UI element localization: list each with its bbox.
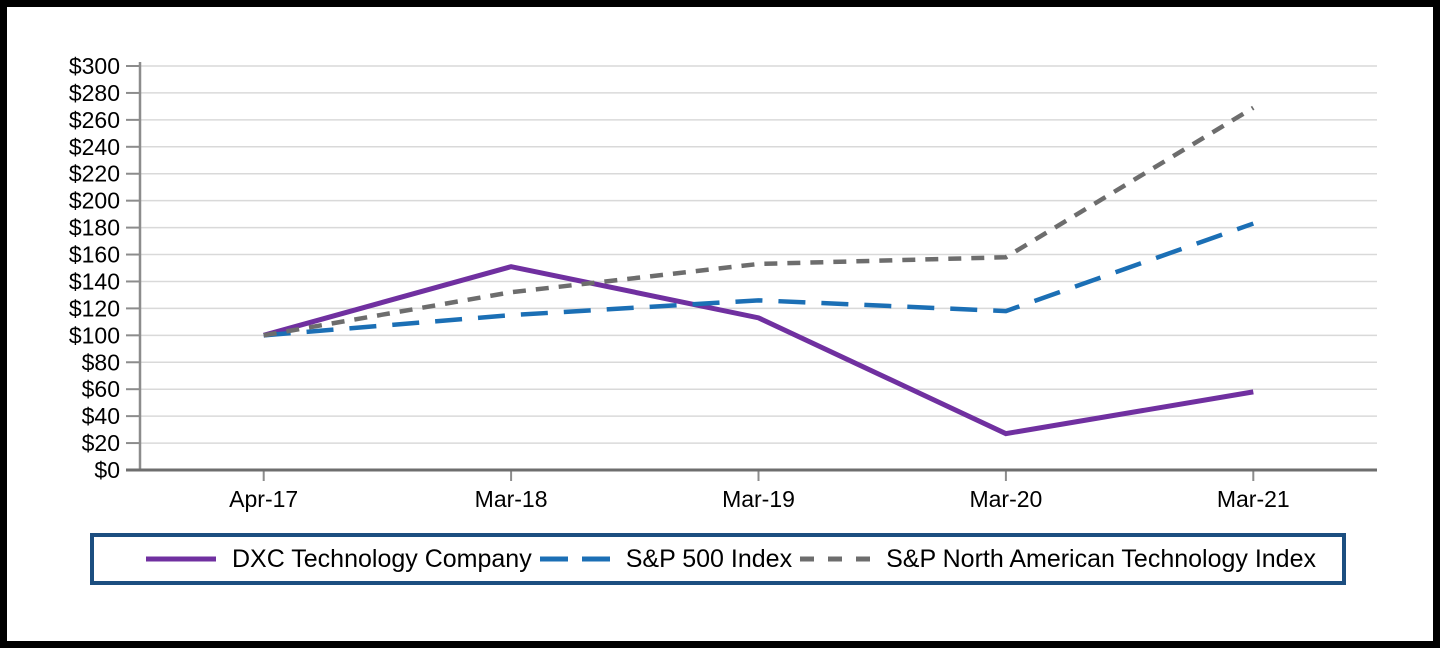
sp500-dashed-swatch-icon — [539, 556, 610, 562]
x-tick-label: Mar-21 — [1217, 486, 1290, 512]
y-tick-label: $260 — [69, 107, 120, 133]
dxc-line-swatch-icon — [146, 556, 216, 562]
sptech-dashed-swatch-icon — [800, 556, 871, 562]
series-line — [263, 264, 1254, 437]
legend-label-sptech: S&P North American Technology Index — [886, 544, 1316, 573]
y-tick-label: $20 — [82, 430, 120, 456]
y-tick-label: $180 — [69, 215, 120, 241]
legend-entry-sptech: S&P North American Technology Index — [800, 545, 1316, 574]
y-tick-label: $280 — [69, 80, 120, 106]
legend-label-sp500: S&P 500 Index — [625, 544, 793, 573]
x-tick-label: Mar-19 — [722, 486, 795, 512]
y-tick-label: $200 — [69, 188, 120, 214]
x-tick-label: Mar-18 — [475, 486, 548, 512]
y-tick-label: $0 — [94, 457, 120, 483]
y-tick-label: $40 — [82, 403, 120, 429]
y-tick-label: $140 — [69, 268, 120, 294]
y-tick-label: $240 — [69, 134, 120, 160]
plot-area: $0$20$40$60$80$100$120$140$160$180$200$2… — [69, 53, 1377, 512]
legend-entry-dxc: DXC Technology Company — [146, 545, 532, 574]
legend-entry-sp500: S&P 500 Index — [539, 544, 793, 574]
legend-label-dxc: DXC Technology Company — [232, 544, 532, 573]
x-tick-label: Mar-20 — [969, 486, 1042, 512]
series-line — [263, 105, 1255, 338]
y-tick-label: $60 — [82, 376, 120, 402]
y-tick-label: $100 — [69, 322, 120, 348]
chart-legend: DXC Technology Company S&P 500 Index S&P… — [90, 533, 1346, 585]
series-line — [263, 221, 1255, 338]
y-tick-label: $120 — [69, 295, 120, 321]
y-tick-label: $300 — [69, 53, 120, 79]
y-tick-label: $80 — [82, 349, 120, 375]
x-tick-label: Apr-17 — [229, 486, 298, 512]
y-tick-label: $220 — [69, 161, 120, 187]
y-tick-label: $160 — [69, 242, 120, 268]
